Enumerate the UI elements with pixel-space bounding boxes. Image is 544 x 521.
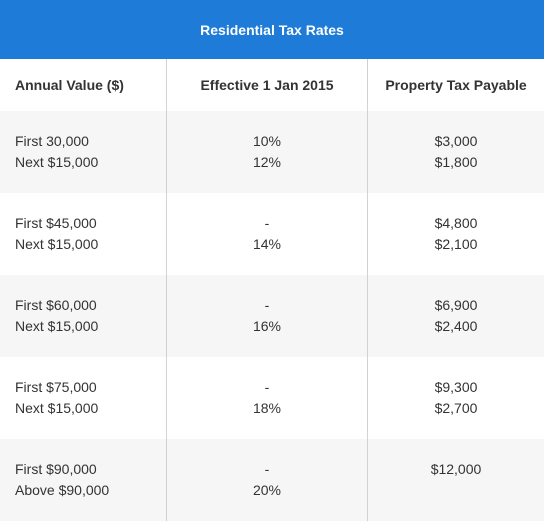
header-annual-value: Annual Value ($) bbox=[15, 76, 124, 93]
annual-value-line: First 30,000 bbox=[15, 133, 89, 149]
payable-line: $2,400 bbox=[434, 318, 478, 334]
table-row: First $90,000 Above $90,000 - 20% $12,00… bbox=[0, 439, 544, 521]
rate-line: - bbox=[264, 461, 270, 477]
rate-line: - bbox=[264, 215, 270, 231]
table-header-row: Annual Value ($) Effective 1 Jan 2015 Pr… bbox=[0, 59, 544, 111]
rate-line: - bbox=[264, 297, 270, 313]
table-row: First $75,000 Next $15,000 - 18% $9,300 … bbox=[0, 357, 544, 439]
rate-line: 20% bbox=[252, 482, 282, 498]
annual-value-line: Next $15,000 bbox=[15, 400, 99, 416]
annual-value-line: Next $15,000 bbox=[15, 154, 99, 170]
payable-line bbox=[368, 480, 544, 501]
annual-value-cell: First $60,000 Next $15,000 bbox=[0, 275, 166, 357]
annual-value-line: Above $90,000 bbox=[15, 482, 110, 498]
annual-value-line: First $90,000 bbox=[15, 461, 97, 477]
annual-value-line: First $75,000 bbox=[15, 379, 97, 395]
header-effective-date: Effective 1 Jan 2015 bbox=[166, 59, 367, 111]
annual-value-line: Next $15,000 bbox=[15, 236, 99, 252]
payable-line: $4,800 bbox=[434, 215, 478, 231]
rate-line: - bbox=[264, 379, 270, 395]
rate-cell: - 14% bbox=[166, 193, 367, 275]
rate-line: 14% bbox=[252, 236, 282, 252]
annual-value-line: First $45,000 bbox=[15, 215, 97, 231]
payable-cell: $4,800 $2,100 bbox=[367, 193, 544, 275]
annual-value-line: Next $15,000 bbox=[15, 318, 99, 334]
payable-line: $2,100 bbox=[434, 236, 478, 252]
payable-cell: $9,300 $2,700 bbox=[367, 357, 544, 439]
payable-line: $1,800 bbox=[434, 154, 478, 170]
payable-line: $6,900 bbox=[434, 297, 478, 313]
payable-cell: $3,000 $1,800 bbox=[367, 111, 544, 193]
payable-cell: $12,000 bbox=[367, 439, 544, 521]
annual-value-cell: First 30,000 Next $15,000 bbox=[0, 111, 166, 193]
annual-value-line: First $60,000 bbox=[15, 297, 97, 313]
payable-cell: $6,900 $2,400 bbox=[367, 275, 544, 357]
rate-line: 10% bbox=[252, 133, 282, 149]
table-row: First $60,000 Next $15,000 - 16% $6,900 … bbox=[0, 275, 544, 357]
rate-cell: - 16% bbox=[166, 275, 367, 357]
table-title: Residential Tax Rates bbox=[0, 0, 544, 59]
payable-line: $2,700 bbox=[434, 400, 478, 416]
annual-value-cell: First $45,000 Next $15,000 bbox=[0, 193, 166, 275]
rate-cell: 10% 12% bbox=[166, 111, 367, 193]
rate-line: 16% bbox=[252, 318, 282, 334]
payable-line: $9,300 bbox=[434, 379, 478, 395]
header-tax-payable: Property Tax Payable bbox=[367, 59, 544, 111]
table-row: First 30,000 Next $15,000 10% 12% $3,000… bbox=[0, 111, 544, 193]
payable-line: $3,000 bbox=[434, 133, 478, 149]
rate-line: 18% bbox=[252, 400, 282, 416]
rate-cell: - 18% bbox=[166, 357, 367, 439]
rate-line: 12% bbox=[252, 154, 282, 170]
payable-line: $12,000 bbox=[430, 461, 482, 477]
rate-cell: - 20% bbox=[166, 439, 367, 521]
annual-value-cell: First $90,000 Above $90,000 bbox=[0, 439, 166, 521]
table-row: First $45,000 Next $15,000 - 14% $4,800 … bbox=[0, 193, 544, 275]
annual-value-cell: First $75,000 Next $15,000 bbox=[0, 357, 166, 439]
